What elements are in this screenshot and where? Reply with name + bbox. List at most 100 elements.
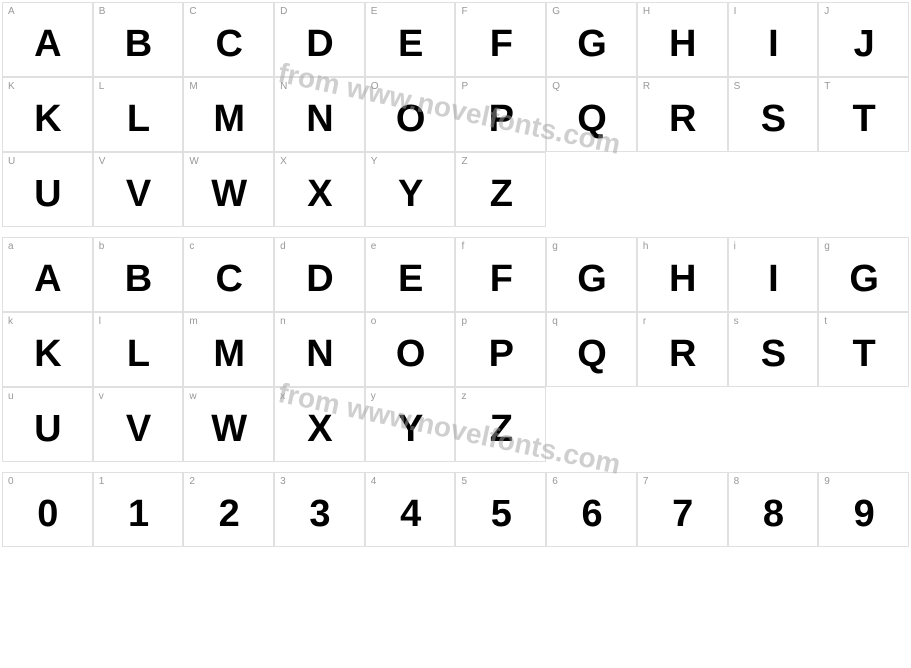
glyph-cell: tT [818, 312, 909, 387]
glyph-cell: xX [274, 387, 365, 462]
glyph-label: g [552, 241, 558, 252]
section-uppercase: AABBCCDDEEFFGGHHIIJJKKLLMMNNOOPPQQRRSSTT… [2, 2, 909, 227]
glyph-label: K [8, 81, 15, 92]
glyph-label: s [734, 316, 739, 327]
glyph-cell: 66 [546, 472, 637, 547]
glyph-display: S [761, 332, 785, 375]
glyph-cell: II [728, 2, 819, 77]
glyph-label: 9 [824, 476, 830, 487]
glyph-display: Z [490, 172, 512, 215]
glyph-cell: dD [274, 237, 365, 312]
glyph-display: W [211, 172, 246, 215]
glyph-cell: iI [728, 237, 819, 312]
glyph-display: O [396, 97, 425, 140]
glyph-cell: NN [274, 77, 365, 152]
glyph-cell: HH [637, 2, 728, 77]
glyph-display: W [211, 407, 246, 450]
glyph-cell: lL [93, 312, 184, 387]
glyph-display: T [853, 332, 875, 375]
glyph-label: V [99, 156, 106, 167]
glyph-display: 3 [309, 492, 329, 535]
glyph-label: 6 [552, 476, 558, 487]
glyph-display: E [398, 257, 422, 300]
glyph-cell: RR [637, 77, 728, 152]
glyph-cell: 11 [93, 472, 184, 547]
glyph-label: L [99, 81, 105, 92]
glyph-label: q [552, 316, 558, 327]
glyph-display: V [126, 407, 150, 450]
glyph-label: H [643, 6, 650, 17]
glyph-display: X [307, 407, 331, 450]
glyph-label: J [824, 6, 829, 17]
glyph-label: D [280, 6, 287, 17]
glyph-display: B [125, 257, 151, 300]
glyph-display: 4 [400, 492, 420, 535]
glyph-cell: CC [183, 2, 274, 77]
glyph-cell: rR [637, 312, 728, 387]
glyph-display: 8 [763, 492, 783, 535]
glyph-cell: GG [546, 2, 637, 77]
glyph-cell: JJ [818, 2, 909, 77]
glyph-display: K [34, 97, 60, 140]
glyph-label: d [280, 241, 286, 252]
glyph-label: k [8, 316, 13, 327]
glyph-label: 0 [8, 476, 14, 487]
glyph-display: H [669, 257, 695, 300]
glyph-cell: LL [93, 77, 184, 152]
glyph-label: 1 [99, 476, 105, 487]
glyph-display: I [768, 257, 778, 300]
glyph-cell: UU [2, 152, 93, 227]
glyph-display: 5 [491, 492, 511, 535]
glyph-label: y [371, 391, 376, 402]
glyph-cell: hH [637, 237, 728, 312]
glyph-label: M [189, 81, 197, 92]
glyph-display: R [669, 332, 695, 375]
glyph-label: e [371, 241, 377, 252]
glyph-display: D [306, 22, 332, 65]
glyph-cell: gG [818, 237, 909, 312]
glyph-display: E [398, 22, 422, 65]
glyph-cell: pP [455, 312, 546, 387]
glyph-label: R [643, 81, 650, 92]
glyph-cell: TT [818, 77, 909, 152]
glyph-cell: 44 [365, 472, 456, 547]
glyph-cell: DD [274, 2, 365, 77]
glyph-cell: oO [365, 312, 456, 387]
glyph-label: 3 [280, 476, 286, 487]
font-character-map: AABBCCDDEEFFGGHHIIJJKKLLMMNNOOPPQQRRSSTT… [2, 2, 909, 547]
glyph-label: Z [461, 156, 467, 167]
glyph-label: Y [371, 156, 378, 167]
glyph-cell: wW [183, 387, 274, 462]
glyph-display: B [125, 22, 151, 65]
glyph-display: J [854, 22, 874, 65]
glyph-label: 4 [371, 476, 377, 487]
glyph-display: A [34, 22, 60, 65]
glyph-label: C [189, 6, 196, 17]
glyph-display: R [669, 97, 695, 140]
glyph-label: p [461, 316, 467, 327]
glyph-label: 7 [643, 476, 649, 487]
glyph-cell: ZZ [455, 152, 546, 227]
glyph-label: f [461, 241, 464, 252]
glyph-display: L [127, 332, 149, 375]
glyph-cell: XX [274, 152, 365, 227]
glyph-display: F [490, 257, 512, 300]
glyph-cell: 77 [637, 472, 728, 547]
glyph-display: M [213, 97, 244, 140]
glyph-cell: kK [2, 312, 93, 387]
glyph-label: U [8, 156, 15, 167]
glyph-cell: AA [2, 2, 93, 77]
glyph-display: O [396, 332, 425, 375]
glyph-cell: nN [274, 312, 365, 387]
glyph-label: X [280, 156, 287, 167]
glyph-cell: cC [183, 237, 274, 312]
glyph-display: 6 [581, 492, 601, 535]
glyph-label: v [99, 391, 104, 402]
glyph-display: H [669, 22, 695, 65]
glyph-display: 2 [219, 492, 239, 535]
glyph-display: Y [398, 172, 422, 215]
glyph-display: 0 [37, 492, 57, 535]
glyph-display: Q [577, 97, 606, 140]
glyph-display: D [306, 257, 332, 300]
glyph-display: Q [577, 332, 606, 375]
